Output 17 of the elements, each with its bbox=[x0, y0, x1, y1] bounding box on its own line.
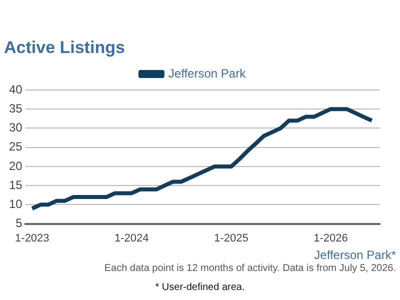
y-tick-label: 20 bbox=[8, 158, 23, 173]
y-tick-label: 30 bbox=[8, 120, 23, 135]
y-tick-label: 15 bbox=[8, 178, 23, 192]
legend-label: Jefferson Park bbox=[168, 66, 247, 80]
y-tick-label: 35 bbox=[8, 101, 23, 116]
y-tick-label: 5 bbox=[16, 216, 23, 230]
text: Jefferson Park* bbox=[314, 248, 396, 262]
x-tick-label: 1-2023 bbox=[15, 232, 50, 244]
chart-title: Active Listings bbox=[4, 38, 125, 58]
text: * User-defined area. bbox=[154, 282, 246, 293]
x-tick-label: 1-2025 bbox=[214, 232, 248, 244]
x-tick-label: 1-2024 bbox=[114, 232, 149, 244]
y-tick-label: 25 bbox=[8, 140, 23, 154]
y-tick-label: 10 bbox=[8, 197, 23, 211]
y-tick-label: 40 bbox=[8, 82, 23, 96]
text: Each data point is 12 months of activity. Data is from July 5, 2026. bbox=[104, 263, 396, 274]
x-tick-label: 1-2026 bbox=[314, 232, 348, 244]
